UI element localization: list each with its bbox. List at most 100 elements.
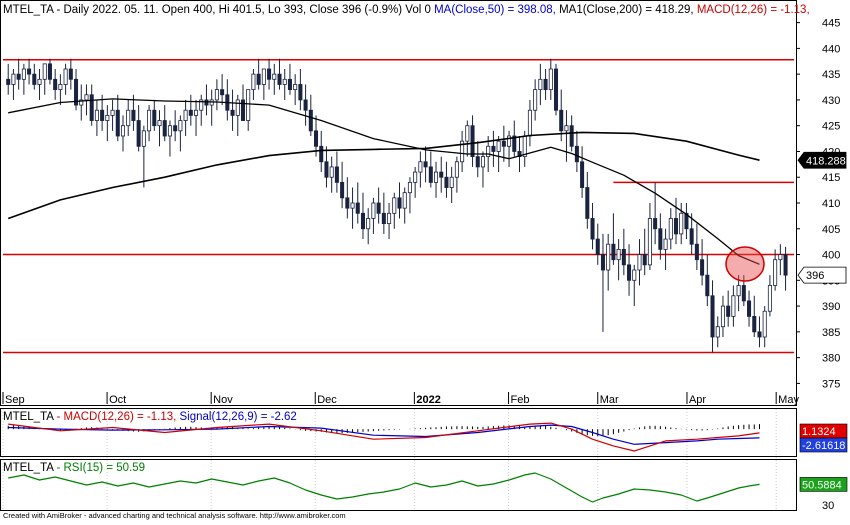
candle-up [507,135,512,147]
macd-header-macd: - MACD(12,26) = -1.13, [53,411,179,423]
candle-up [58,84,63,91]
candle-up [715,326,720,338]
header-info: - Daily 2022. 05. 11. Open 400, Hi 401.5… [53,4,434,16]
candle-down [747,300,752,317]
candle-down [230,109,235,116]
candle-down [689,228,694,245]
candle-up [120,125,126,137]
moving-average-layer [7,98,760,265]
candle-down [752,315,757,333]
candle-down [6,78,11,85]
candle-up [235,99,240,116]
y-tick-label: 390 [822,301,840,313]
last-close-tag: 396 [806,270,824,282]
candle-up [460,140,465,163]
y-tick-label: 380 [822,353,840,365]
candle-up [282,78,287,85]
candle-up [407,181,412,194]
candle-down [152,109,157,127]
candle-up [767,285,772,312]
x-tick-label: Feb [511,394,530,406]
candle-down [303,99,308,111]
candle-down [741,285,746,302]
candle-up [449,176,454,188]
ma200-value-tag: 418.288 [806,155,846,167]
price-header: MTEL_TA - Daily 2022. 05. 11. Open 400, … [3,4,810,16]
candle-down [428,166,433,183]
candle-down [694,243,699,261]
candle-up [538,78,543,91]
candle-down [475,156,480,168]
candle-down [783,254,788,276]
candle-up [418,161,423,173]
candle-down [600,254,605,271]
candle-down [705,274,710,297]
candle-up [94,109,99,121]
y-tick-label: 375 [822,378,840,390]
rsi-header-ticker: MTEL_TA [3,462,54,474]
y-tick-label: 445 [822,18,840,30]
candle-down [642,254,647,266]
candle-up [84,94,89,101]
highlight-circle [725,246,765,282]
candle-down [220,89,225,96]
candle-down [47,63,52,80]
x-tick-label: May [778,394,799,406]
candle-up [178,120,183,132]
candlestick-layer [6,58,788,353]
candle-down [256,73,261,85]
candle-up [533,89,538,111]
x-tick-label: Dec [317,394,337,406]
candle-up [632,269,637,281]
footer-text: Created with AmiBroker - advanced charti… [3,511,346,520]
candle-up [762,310,767,338]
candle-down [543,78,548,91]
y-tick-label: 415 [822,172,840,184]
candle-down [585,187,590,219]
candle-down [340,181,345,199]
candle-down [314,130,319,147]
candle-up [480,156,485,168]
header-macd: MACD(12,26) = -1.13, [697,4,810,16]
candle-down [444,176,449,188]
y-tick-label: 440 [822,43,840,55]
candle-up [564,125,569,132]
candle-down [381,212,386,225]
candle-down [517,151,522,158]
y-tick-label: 435 [822,69,840,81]
macd-header-ticker: MTEL_TA [3,411,54,423]
ma200-line [7,131,760,220]
candle-down [653,218,658,230]
candle-up [110,109,115,116]
candle-up [147,109,152,132]
signal-value-tag: -2.61618 [802,440,845,452]
candle-down [621,248,626,266]
candle-up [261,68,266,85]
candle-up [199,99,204,111]
x-tick-label: Nov [213,394,233,406]
candle-up [251,73,256,91]
candle-up [731,295,736,317]
rsi-value-tag-box [799,477,848,492]
rsi-y-tick-label: 30 [822,500,834,512]
candle-down [700,259,705,276]
candle-down [53,78,58,91]
candle-up [21,68,26,80]
candle-down [334,166,339,183]
candle-down [757,331,762,338]
candle-down [162,120,167,137]
candle-up [214,89,219,101]
y-tick-label: 410 [822,198,840,210]
candle-down [287,78,292,91]
candle-up [720,305,725,328]
candle-up [679,212,684,235]
candle-up [329,166,334,178]
x-tick-label: Sep [5,394,25,406]
candle-up [392,197,397,214]
candle-up [486,145,491,158]
candle-up [778,254,783,261]
candle-down [397,197,402,209]
macd-layer [7,422,760,452]
candle-down [204,99,209,106]
